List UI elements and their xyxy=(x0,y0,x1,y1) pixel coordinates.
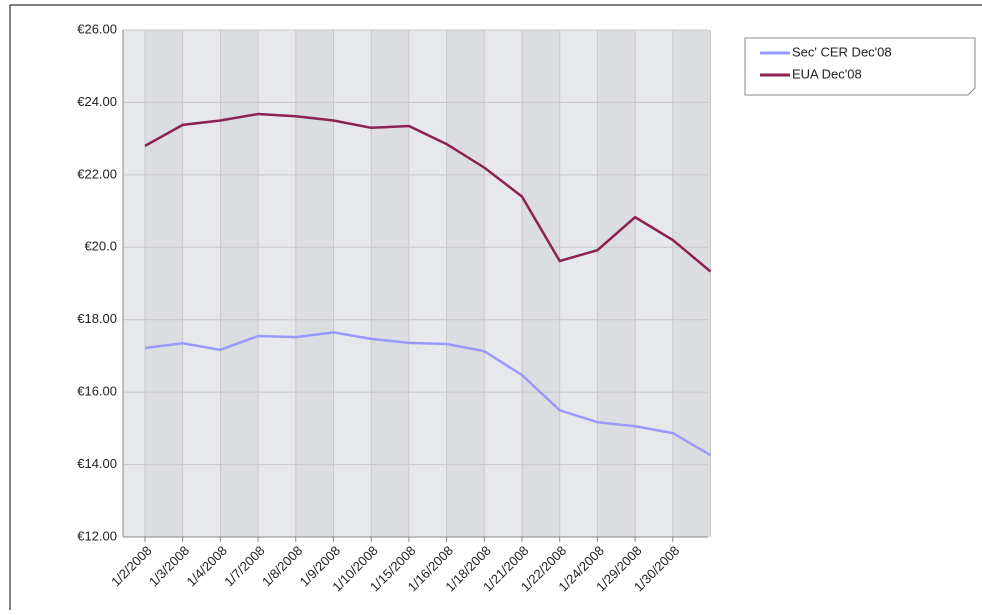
band xyxy=(446,30,485,537)
y-tick-label: €26.00 xyxy=(77,21,117,36)
series-line xyxy=(144,112,712,273)
y-tick-label: €24.00 xyxy=(77,94,117,109)
x-tick-label: 1/3/2008 xyxy=(146,543,192,589)
band xyxy=(220,30,259,537)
y-tick-label: €18.00 xyxy=(77,311,117,326)
legend-label: Sec' CER Dec'08 xyxy=(792,44,892,59)
y-tick-label: €22.00 xyxy=(77,166,117,181)
y-tick-label: €16.00 xyxy=(77,384,117,399)
x-tick-label: 1/7/2008 xyxy=(221,543,267,589)
x-tick-label: 1/8/2008 xyxy=(259,543,305,589)
x-tick-label: 1/4/2008 xyxy=(184,543,230,589)
band xyxy=(597,30,636,537)
band xyxy=(672,30,711,537)
band xyxy=(371,30,409,537)
legend-box xyxy=(744,37,976,96)
band xyxy=(522,30,560,537)
series-line xyxy=(144,331,712,457)
band xyxy=(295,30,334,537)
legend-label: EUA Dec'08 xyxy=(792,66,862,81)
x-tick-label: 1/2/2008 xyxy=(108,543,154,589)
y-tick-label: €20.0 xyxy=(84,239,117,254)
band xyxy=(145,30,183,537)
y-tick-label: €12.00 xyxy=(77,528,117,543)
y-tick-label: €14.00 xyxy=(77,456,117,471)
